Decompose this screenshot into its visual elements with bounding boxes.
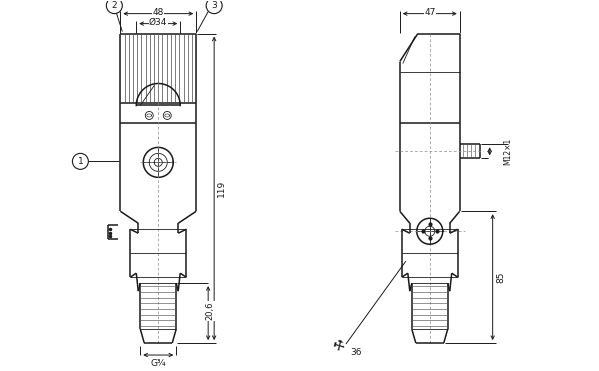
Circle shape (72, 153, 89, 169)
Text: 20,6: 20,6 (205, 302, 214, 320)
Text: M12×1: M12×1 (504, 138, 513, 165)
Text: 48: 48 (153, 8, 164, 17)
Text: ⚒: ⚒ (332, 338, 348, 354)
Text: Ø34: Ø34 (149, 18, 168, 27)
Circle shape (107, 0, 122, 14)
Text: 3: 3 (211, 1, 217, 10)
Text: 47: 47 (424, 8, 435, 17)
Text: 2: 2 (111, 1, 117, 10)
Text: 119: 119 (217, 180, 226, 197)
Circle shape (206, 0, 222, 14)
Text: 1: 1 (77, 157, 83, 166)
Text: G¾: G¾ (150, 358, 166, 368)
Text: 36: 36 (350, 348, 361, 357)
Text: 85: 85 (496, 272, 505, 283)
